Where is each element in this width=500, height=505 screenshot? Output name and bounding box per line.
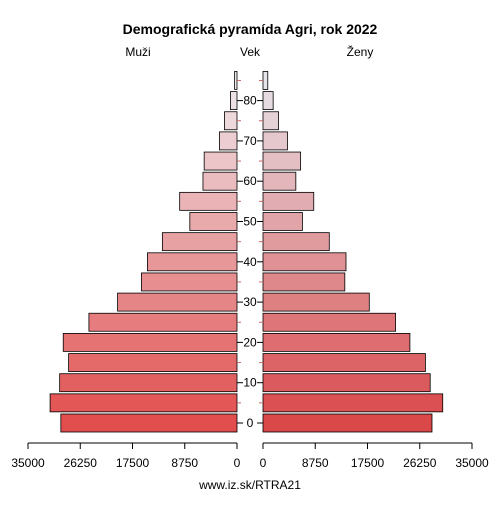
male-bar-age-5 [49,393,238,413]
female-bar-age-80 [262,91,274,110]
male-bar-age-75 [224,111,238,131]
female-bar-age-45 [262,232,330,252]
age-tick-label: 60 [243,174,257,188]
male-x-tick-label: 0 [234,456,241,470]
female-x-tick-label: 8750 [302,456,329,470]
male-label: Muži [125,45,150,59]
female-bar-age-35 [262,272,346,292]
female-x-tick-label: 0 [260,456,267,470]
male-bar-age-15 [68,353,238,372]
female-bar-age-70 [262,131,288,151]
female-x-tick-label: 26250 [403,456,437,470]
female-bar-age-15 [262,353,426,372]
female-bar-age-40 [262,252,347,272]
female-bar-age-20 [262,332,411,352]
male-bar-age-60 [202,171,238,191]
male-bar-age-10 [59,373,238,393]
male-x-tick-label: 8750 [171,456,198,470]
male-bar-age-45 [161,232,238,252]
male-bar-age-0 [60,413,238,433]
age-tick-label: 50 [243,215,257,229]
male-bar-age-70 [218,131,238,151]
female-bar-age-75 [262,111,279,131]
male-x-tick-label: 35000 [11,456,45,470]
age-tick-label: 70 [243,134,257,148]
age-tick-label: 0 [247,416,254,430]
age-tick-label: 10 [243,376,257,390]
age-tick-label: 80 [243,94,257,108]
male-bar-age-35 [141,272,238,292]
female-bar-age-55 [262,191,315,211]
age-tick-label: 40 [243,255,257,269]
female-bar-age-65 [262,151,302,171]
chart-title: Demografická pyramída Agri, rok 2022 [123,21,378,37]
male-bar-age-80 [230,91,238,110]
age-tick-label: 20 [243,335,257,349]
age-axis-label: Vek [240,45,261,59]
female-x-tick-label: 35000 [455,456,489,470]
female-bar-age-10 [262,373,431,393]
male-x-tick-label: 26250 [64,456,98,470]
female-bar-age-60 [262,171,297,191]
male-bar-age-20 [62,332,238,352]
male-bar-age-25 [88,312,238,332]
male-x-tick-label: 17500 [116,456,150,470]
female-bar-age-30 [262,292,370,312]
female-x-tick-label: 17500 [351,456,385,470]
female-bar-age-50 [262,212,303,231]
source-label: www.iz.sk/RTRA21 [198,478,301,492]
female-bar-age-85 [262,71,269,90]
female-bar-age-25 [262,312,396,332]
male-bar-age-50 [189,212,238,231]
male-bar-age-55 [179,191,238,211]
axis-layer: 0 10 20 30 40 50 60 70 80 35000 26250 17500 8750 0 0 87… [11,79,489,470]
age-tick-label: 30 [243,295,257,309]
male-bar-age-85 [234,71,238,90]
female-bar-age-0 [262,413,433,433]
male-bar-age-65 [203,151,238,171]
female-label: Ženy [347,44,374,59]
male-bar-age-30 [117,292,238,312]
female-bar-age-5 [262,393,444,413]
male-bar-age-40 [147,252,238,272]
